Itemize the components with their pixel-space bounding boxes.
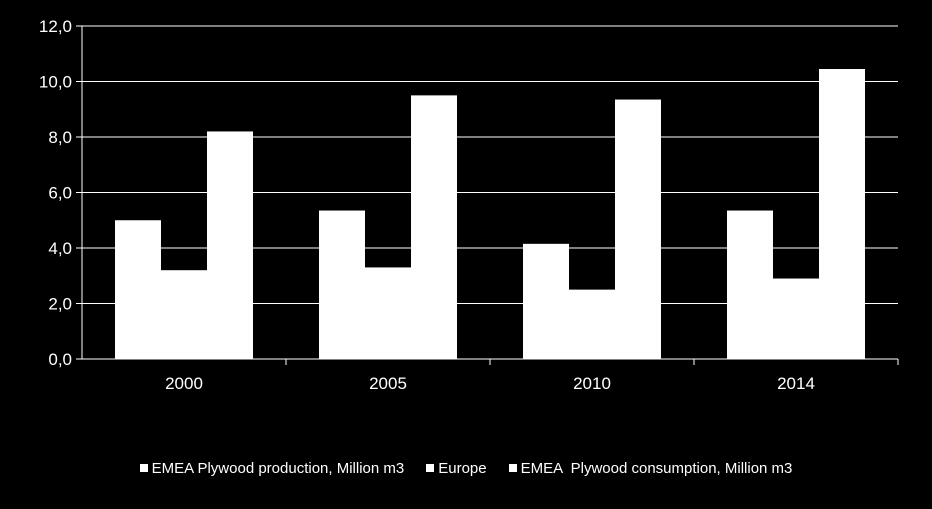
- y-tick-label: 6,0: [48, 184, 72, 203]
- bar: [819, 69, 865, 359]
- legend-swatch-consumption: [508, 464, 517, 472]
- bar: [569, 289, 615, 359]
- y-tick-label: 8,0: [48, 128, 72, 147]
- x-tick-label: 2000: [165, 374, 203, 393]
- x-tick-label: 2014: [777, 374, 815, 393]
- y-tick-label: 10,0: [39, 73, 72, 92]
- legend-label-consumption: EMEA Plywood consumption, Million m3: [520, 459, 793, 477]
- legend-item-production: EMEA Plywood production, Million m3: [139, 459, 405, 477]
- bar: [319, 210, 365, 359]
- bar: [115, 220, 161, 359]
- legend-swatch-production: [139, 464, 148, 472]
- bar: [523, 243, 569, 359]
- bar: [161, 270, 207, 359]
- legend-item-consumption: EMEA Plywood consumption, Million m3: [508, 459, 793, 477]
- legend: EMEA Plywood production, Million m3 Euro…: [0, 456, 932, 480]
- bar: [615, 99, 661, 359]
- bar: [411, 95, 457, 359]
- legend-item-europe: Europe: [426, 459, 487, 477]
- bar: [773, 278, 819, 359]
- legend-label-europe: Europe: [438, 459, 487, 477]
- y-tick-label: 4,0: [48, 239, 72, 258]
- bar: [207, 131, 253, 359]
- legend-label-production: EMEA Plywood production, Million m3: [151, 459, 405, 477]
- y-tick-label: 0,0: [48, 350, 72, 369]
- bar: [727, 210, 773, 359]
- bar: [365, 267, 411, 359]
- x-tick-label: 2010: [573, 374, 611, 393]
- y-tick-label: 2,0: [48, 295, 72, 314]
- y-tick-label: 12,0: [39, 17, 72, 36]
- legend-swatch-europe: [426, 464, 435, 472]
- x-tick-label: 2005: [369, 374, 407, 393]
